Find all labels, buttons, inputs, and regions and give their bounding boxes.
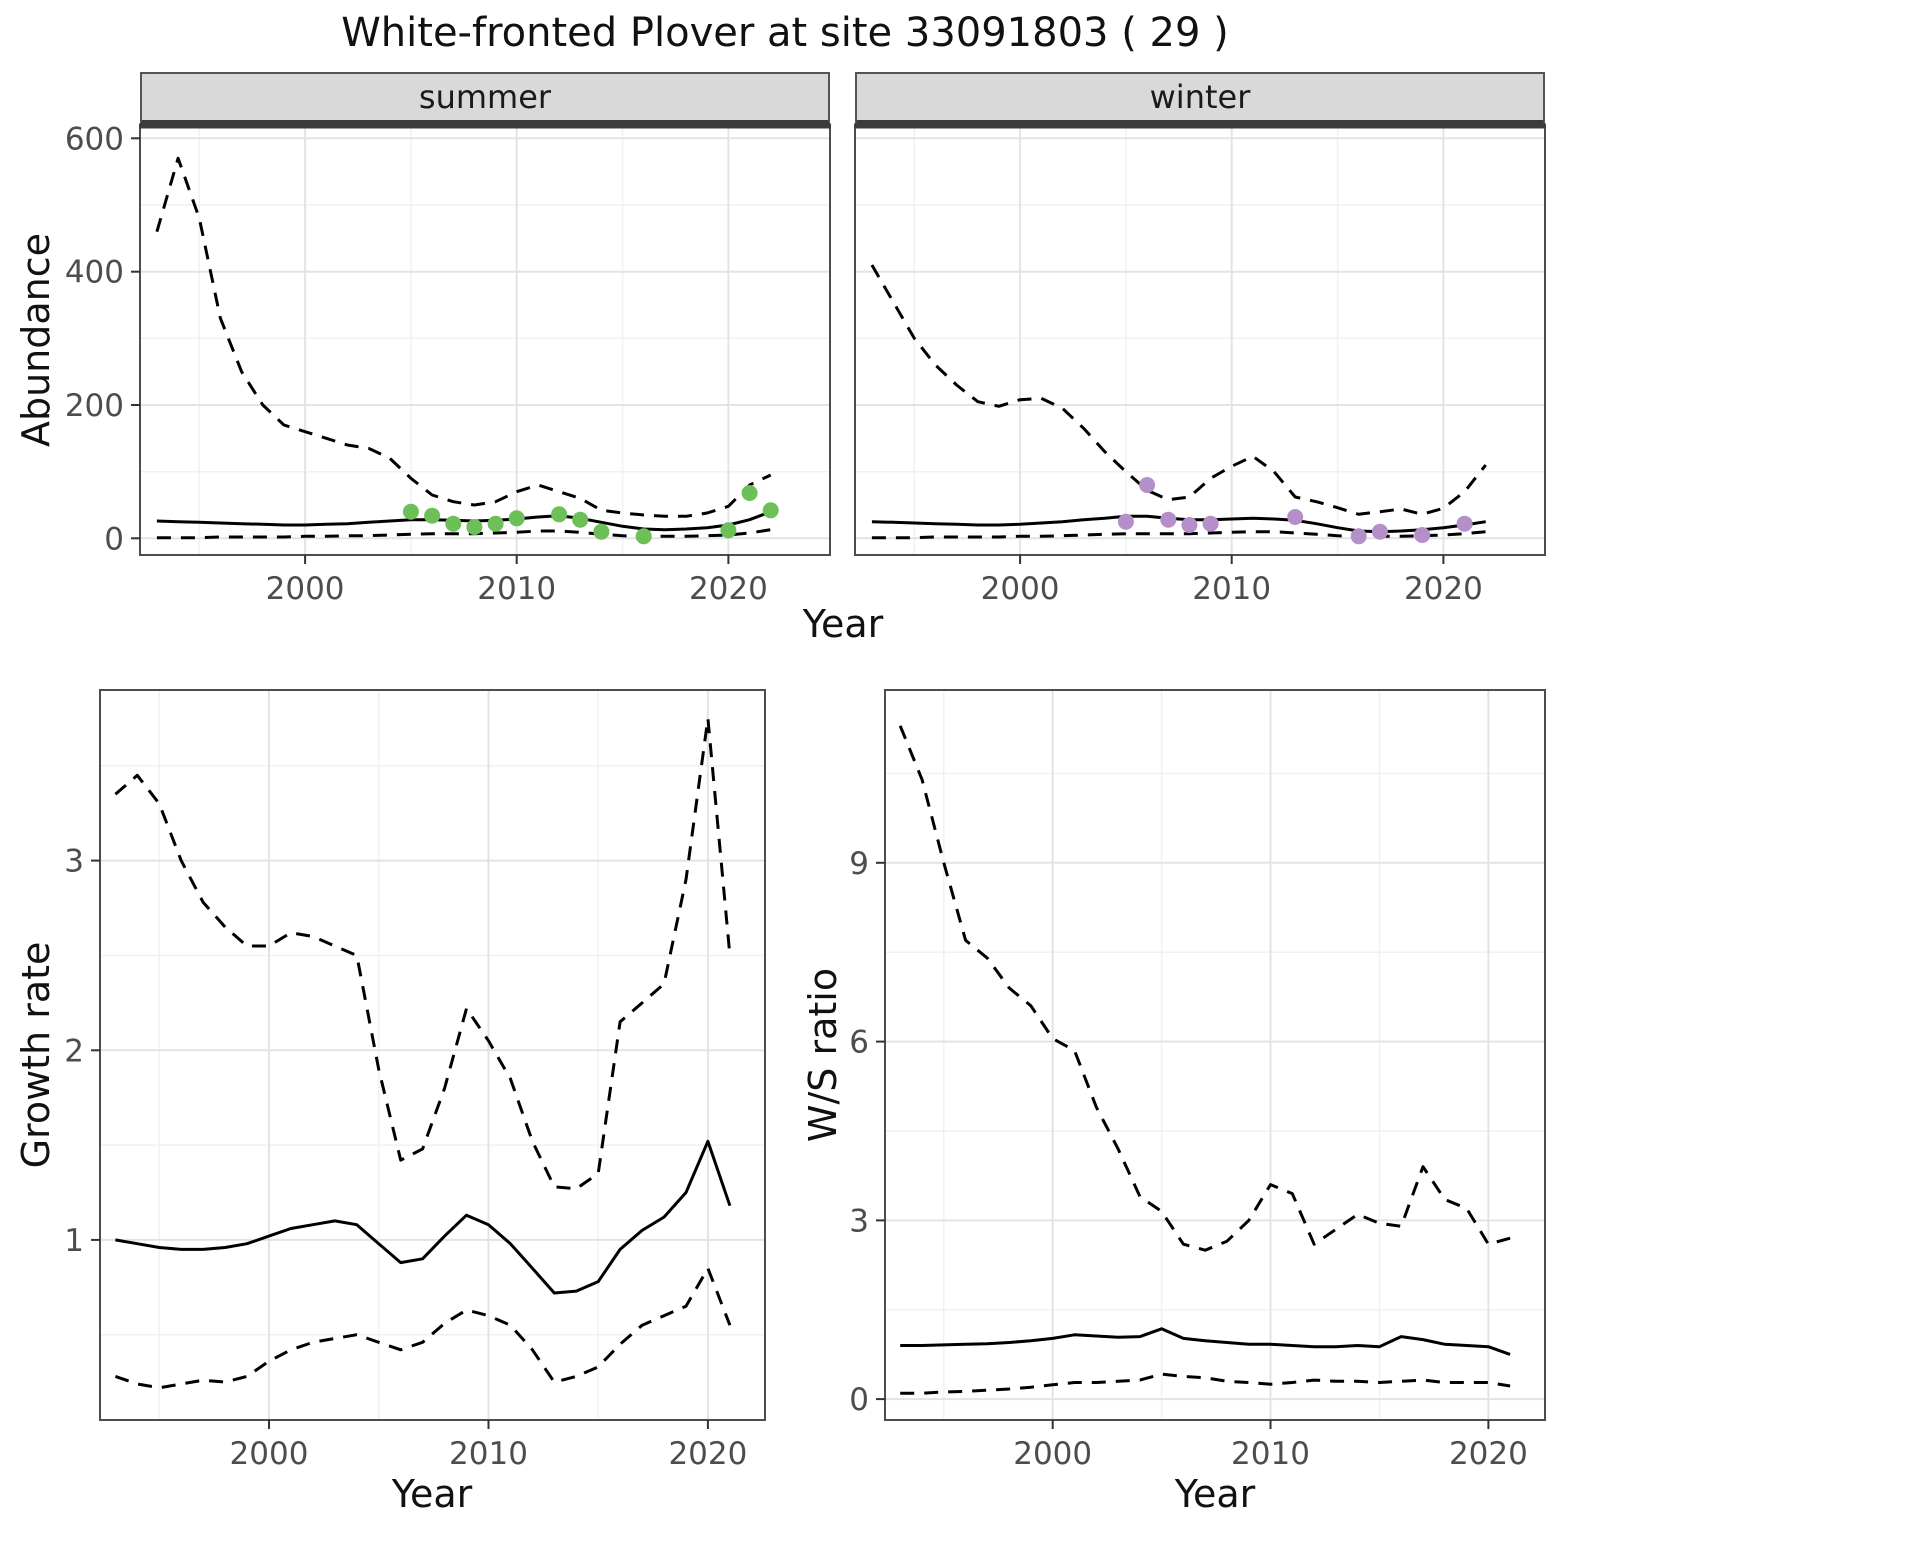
abundance-summer-observed-counts-point	[487, 515, 504, 532]
abundance-summer-observed-counts-point	[572, 511, 589, 528]
x-tick-label: 2010	[1192, 571, 1271, 607]
facet-strip-summer-label: summer	[418, 78, 552, 116]
abundance-winter-observed-counts-point	[1371, 523, 1388, 540]
abundance-winter-observed-counts-point	[1117, 513, 1134, 530]
y-tick-label: 600	[65, 121, 124, 157]
growth-rate-fit-line	[115, 1139, 732, 1295]
x-tick-label: 2010	[477, 571, 556, 607]
abundance-winter-observed-counts-point	[1139, 477, 1156, 493]
abundance-summer-panel-bg	[140, 125, 830, 555]
y-tick-label: 3	[849, 1203, 869, 1239]
y-axis-label-abundance: Abundance	[14, 232, 58, 448]
abundance-summer-observed-counts-point	[762, 502, 779, 519]
abundance-summer-observed-counts-point	[424, 507, 441, 524]
abundance-winter-observed-counts-point	[1414, 527, 1431, 543]
y-tick-label: 6	[849, 1025, 869, 1061]
x-tick-label: 2010	[1231, 1436, 1310, 1472]
growth-rate-panel-bg	[100, 690, 765, 1420]
x-tick-label: 2000	[1013, 1436, 1092, 1472]
x-tick-label: 2020	[668, 1436, 747, 1472]
ws-ratio-upper-ci-line	[898, 725, 1511, 1252]
growth-rate-panel-border	[99, 689, 766, 1421]
abundance-winter-observed-counts-point	[1202, 515, 1219, 532]
x-tick-label: 2020	[1449, 1436, 1528, 1472]
x-tick-label: 2010	[449, 1436, 528, 1472]
abundance-summer-lower-ci-line	[156, 528, 771, 540]
y-tick-label: 400	[65, 255, 124, 291]
abundance-winter-observed-counts-point	[1456, 515, 1473, 532]
abundance-summer-observed-counts-point	[593, 523, 610, 540]
abundance-summer-observed-counts-point	[720, 522, 737, 539]
abundance-summer-observed-counts-point	[466, 519, 483, 535]
growth-rate-lower-ci-line	[114, 1266, 732, 1390]
ws-ratio-lower-ci-line	[900, 1372, 1511, 1395]
x-tick-label: 2000	[266, 571, 345, 607]
y-axis-label-growth-rate: Growth rate	[14, 941, 58, 1169]
abundance-winter-observed-counts-point	[1160, 511, 1177, 528]
facet-strip-summer: summer	[140, 72, 830, 125]
abundance-summer-observed-counts-point	[741, 485, 758, 501]
figure-title: White-fronted Plover at site 33091803 ( …	[341, 10, 1229, 56]
y-tick-label: 200	[65, 388, 124, 424]
y-axis-label-ws-ratio: W/S ratio	[801, 967, 845, 1143]
x-tick-label: 2020	[1404, 571, 1483, 607]
abundance-winter-observed-counts-point	[1350, 528, 1367, 545]
y-tick-label: 3	[64, 844, 84, 880]
abundance-winter-upper-ci-line	[870, 264, 1487, 516]
y-tick-label: 9	[849, 846, 869, 882]
x-tick-label: 2020	[689, 571, 768, 607]
facet-strip-winter-label: winter	[1149, 78, 1251, 116]
y-tick-label: 0	[849, 1382, 869, 1418]
abundance-winter-panel-bg	[855, 125, 1545, 555]
abundance-summer-observed-counts-point	[508, 510, 525, 527]
x-tick-label: 2000	[981, 571, 1060, 607]
ws-ratio-panel-border	[884, 689, 1546, 1421]
abundance-winter-observed-counts-point	[1181, 517, 1198, 533]
x-axis-label-year-growth: Year	[391, 1472, 473, 1516]
y-tick-label: 0	[104, 521, 124, 557]
x-tick-label: 2000	[230, 1436, 309, 1472]
abundance-summer-observed-counts-point	[551, 506, 568, 523]
facet-strip-winter: winter	[855, 72, 1545, 125]
abundance-winter-observed-counts-point	[1287, 509, 1304, 525]
y-tick-label: 2	[64, 1033, 84, 1069]
abundance-summer-observed-counts-point	[445, 515, 462, 532]
ws-ratio-panel-bg	[885, 690, 1545, 1420]
x-axis-label-year-top: Year	[802, 602, 884, 646]
x-axis-label-year-ws: Year	[1174, 1472, 1256, 1516]
abundance-summer-fit-line	[156, 510, 772, 532]
ws-ratio-fit-line	[900, 1327, 1511, 1356]
growth-rate-upper-ci-line	[114, 716, 732, 1191]
abundance-summer-observed-counts-point	[402, 503, 419, 520]
y-tick-label: 1	[64, 1223, 84, 1259]
abundance-summer-observed-counts-point	[635, 528, 652, 545]
